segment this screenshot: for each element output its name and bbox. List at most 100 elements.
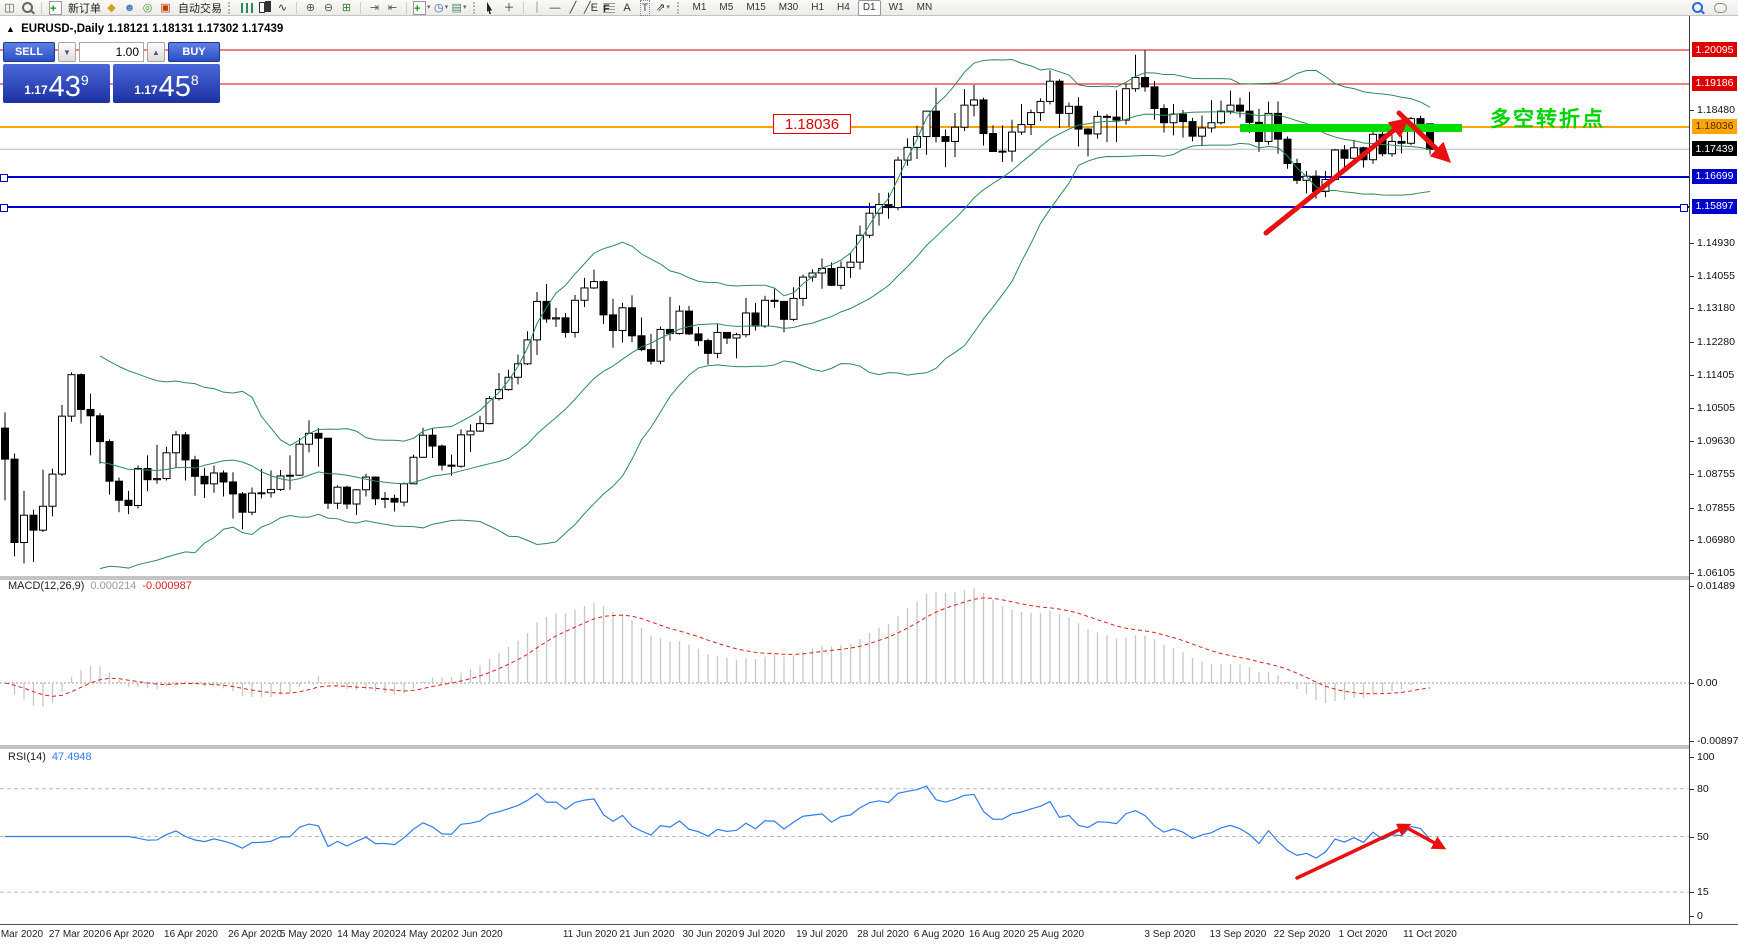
text-icon[interactable]: A [620,1,635,15]
sell-price-tile[interactable]: 1.17 43 9 [3,64,110,103]
timeframe-m30[interactable]: M30 [778,2,799,13]
search-icon[interactable] [1690,1,1705,15]
volume-input[interactable] [79,42,144,62]
chevron-down-icon[interactable]: ▾ [427,3,431,11]
price-level-callout[interactable]: 1.18036 [773,114,851,134]
price-tick-label: 1.06980 [1697,534,1735,547]
timeframe-m15[interactable]: M15 [746,2,766,13]
axis-tick [1690,342,1694,344]
rsi-tick-label: 80 [1697,782,1709,795]
community-icon[interactable] [1713,1,1728,15]
axis-tick [1690,836,1694,838]
timeframe-m5[interactable]: M5 [719,2,734,13]
date-tick-label: 26 Apr 2020 [228,929,282,940]
candles-layer [1,50,1434,564]
new-order-icon[interactable]: + [48,0,63,15]
support-resistance-bar [1240,124,1462,132]
hline-drag-handle[interactable] [1680,203,1688,212]
price-tick-label: 1.07855 [1697,501,1735,514]
timeframe-w1[interactable]: W1 [888,2,904,13]
fibonacci-icon[interactable]: F [602,1,617,15]
volume-up-button[interactable]: ▲ [147,42,165,62]
bar-chart-icon[interactable] [239,1,254,15]
rsi-value: 47.4948 [51,751,92,763]
date-tick-label: 22 Sep 2020 [1273,929,1331,940]
autotrading-icon-label[interactable]: 自动交易 [178,2,222,15]
metaeditor-icon[interactable]: ◆ [104,1,119,15]
zoom-in-icon[interactable]: ⊕ [303,1,318,15]
date-tick-label: 13 Sep 2020 [1209,929,1267,940]
channel-icon[interactable]: ╱E [584,1,599,15]
arrows-icon[interactable]: ⇗ ▾ [656,1,671,15]
tile-windows-icon[interactable]: ⊞ [339,1,354,15]
templates-icon[interactable]: ▤ ▾ [452,1,467,15]
candlestick-chart-icon[interactable] [257,1,272,15]
sell-price-prefix: 1.17 [24,83,48,97]
rsi-tick-label: 0 [1697,910,1703,922]
price-tick-label: 1.14930 [1697,237,1735,250]
axis-tick [1690,757,1694,758]
macd-tick-label: 0.01489 [1697,579,1735,592]
chevron-down-icon[interactable]: ▾ [444,3,449,11]
axis-tick [1690,540,1694,542]
autotrading-icon: ▣ [160,1,171,14]
toolbar-separator [360,1,361,14]
vertical-line-icon[interactable]: ｜ [530,1,545,15]
horizontal-line-icon[interactable]: — [548,1,563,15]
search-icon [1692,2,1703,13]
price-tick-label: 1.06105 [1697,566,1735,579]
chart-title: ▲ EURUSD-,Daily 1.18121 1.18131 1.17302 … [6,23,283,35]
axis-tick [1690,441,1694,443]
autotrading-icon[interactable]: ▣ [158,1,173,15]
chart-shift-icon[interactable]: ⇤ [385,1,400,15]
indicators-icon[interactable]: + ▾ [413,0,431,15]
auto-scroll-icon[interactable]: ⇥ [367,1,382,15]
arrows-icon: ⇗ [656,1,666,14]
trend-arrows [1263,110,1452,880]
buy-button[interactable]: BUY [168,42,220,62]
price-tick-label: 1.14055 [1697,269,1735,282]
chevron-down-icon[interactable]: ▾ [462,3,467,11]
hline-drag-handle[interactable] [0,203,8,212]
macd-indicator-label: MACD(12,26,9) 0.000214 -0.000987 [8,580,192,592]
zoom-out-icon: ⊖ [323,1,334,14]
candlestick-chart-icon [258,2,265,13]
line-chart-icon: ∿ [277,1,288,14]
panel-collapse-arrow[interactable]: ▲ [6,24,15,34]
timeframe-m1[interactable]: M1 [692,2,707,13]
charts-window-icon[interactable]: ◫ [2,1,17,15]
chart-shift-icon: ⇤ [387,1,398,14]
text-label-icon: T [639,0,651,16]
text-label-icon[interactable]: T [638,0,653,16]
timeframe-h1[interactable]: H1 [811,2,825,13]
chevron-down-icon[interactable]: ▾ [666,3,670,11]
zoom-in-icon: ⊕ [305,1,316,14]
data-window-icon [22,2,33,13]
timeframe-d1[interactable]: D1 [857,0,881,16]
cursor-icon[interactable] [484,1,499,15]
timeframe-mn[interactable]: MN [916,2,933,13]
buy-price-tile[interactable]: 1.17 45 8 [113,64,220,103]
date-tick-label: 9 Jul 2020 [738,929,786,940]
price-level-badge: 1.19186 [1692,75,1737,91]
price-axis[interactable]: 1.18480 1.14930 1.14055 1.13180 1.12280 1.114… [1689,16,1738,924]
sell-button[interactable]: SELL [3,42,55,62]
trendline-icon[interactable]: ╱ [566,1,581,15]
crosshair-icon[interactable]: ＋ [502,1,517,15]
zoom-out-icon[interactable]: ⊖ [321,1,336,15]
periods-icon[interactable]: ◷ ▾ [434,1,449,15]
bollinger-bands [99,59,1431,570]
new-order-icon-label[interactable]: 新订单 [68,2,101,15]
market-icon[interactable]: ☻ [122,1,137,15]
price-level-badge: 1.18036 [1692,118,1737,134]
chart-canvas[interactable] [0,0,1689,945]
data-window-icon[interactable] [20,1,35,15]
timeframe-h4[interactable]: H4 [837,2,850,13]
axis-tick [1690,275,1694,277]
signals-icon[interactable]: ◎ [140,1,155,15]
line-chart-icon[interactable]: ∿ [275,1,290,15]
date-tick-label: 21 Jun 2020 [619,929,675,940]
hline-drag-handle[interactable] [0,173,8,182]
volume-down-button[interactable]: ▼ [58,42,76,62]
